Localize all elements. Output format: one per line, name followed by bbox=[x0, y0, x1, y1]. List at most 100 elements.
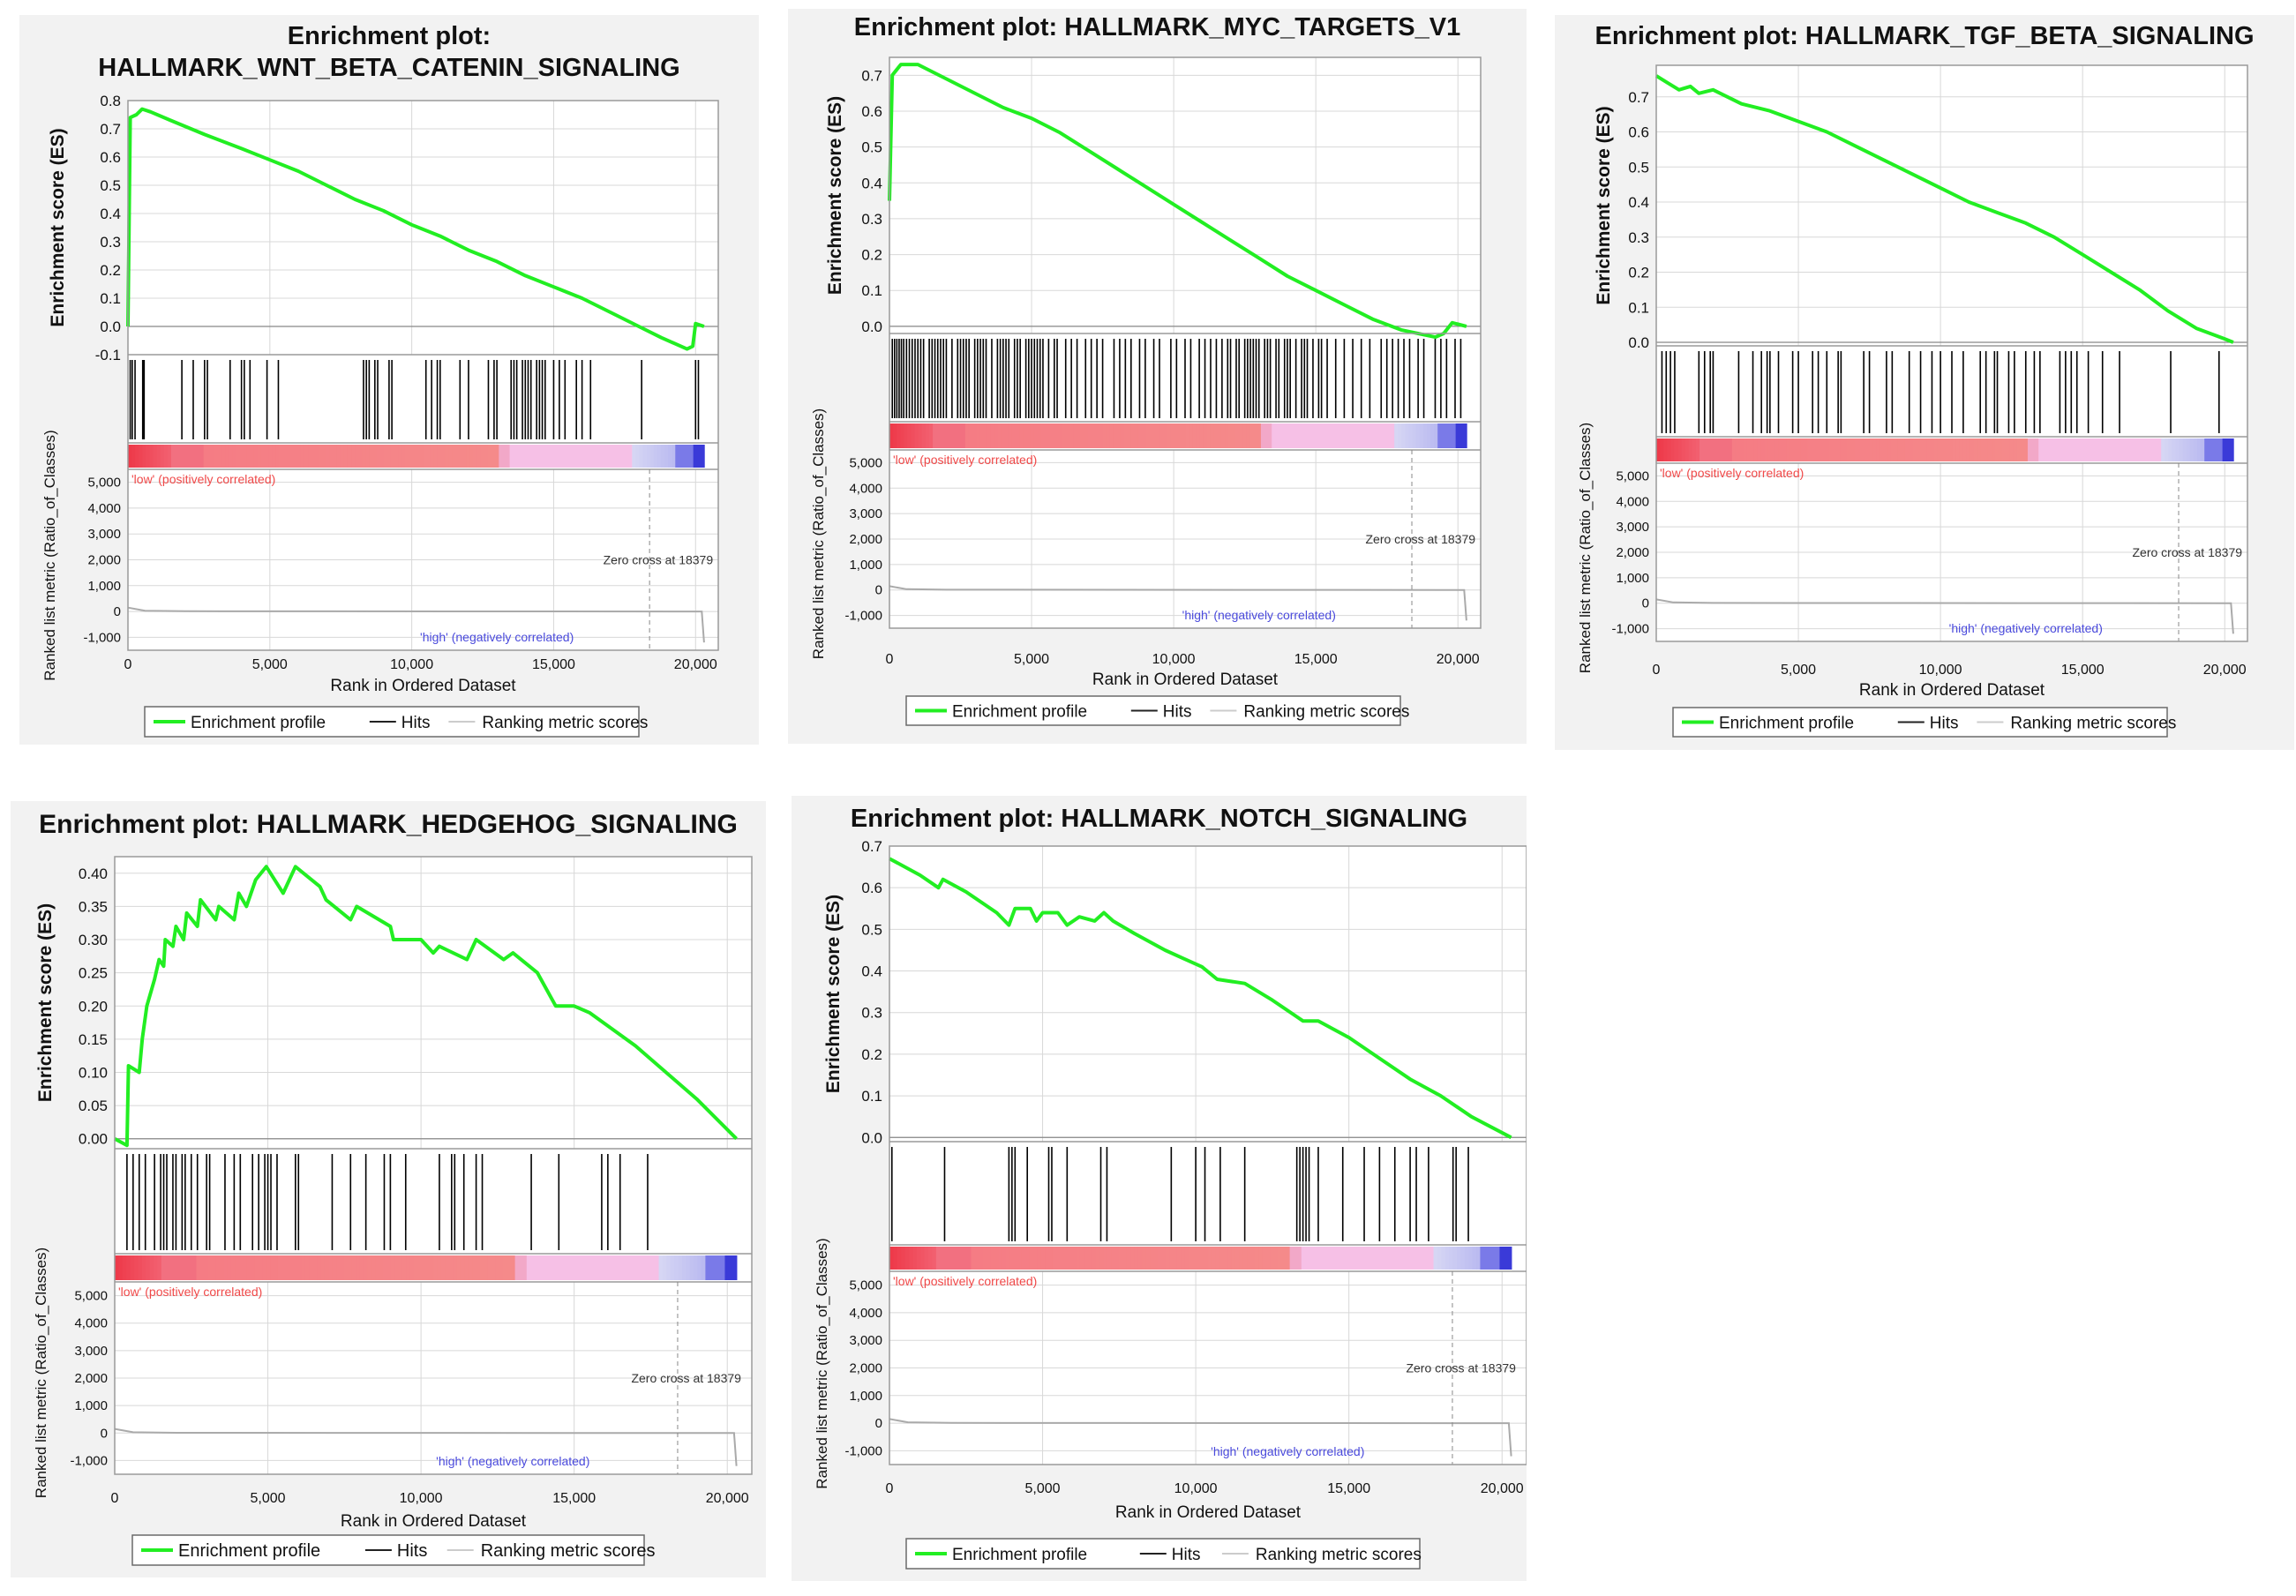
rank-strip-segment bbox=[1092, 1247, 1097, 1270]
rank-strip-segment bbox=[416, 445, 421, 468]
legend-profile-label: Enrichment profile bbox=[191, 714, 326, 732]
rank-strip-segment bbox=[336, 445, 341, 468]
rank-strip-segment bbox=[2114, 438, 2119, 461]
rank-strip-segment bbox=[565, 1255, 571, 1280]
rank-strip-segment bbox=[441, 445, 446, 468]
rank-strip-segment bbox=[236, 445, 241, 468]
metric-ytick-label: -1,000 bbox=[1611, 622, 1649, 637]
rank-strip-segment bbox=[188, 1255, 193, 1280]
rank-strip-segment bbox=[1663, 438, 1669, 461]
rank-strip-segment bbox=[2135, 438, 2141, 461]
legend-metric-label: Ranking metric scores bbox=[482, 714, 648, 732]
metric-ytick-label: -1,000 bbox=[844, 1443, 882, 1458]
rank-strip-segment bbox=[437, 445, 442, 468]
rank-strip-segment bbox=[2013, 438, 2018, 461]
rank-strip-segment bbox=[1670, 438, 1676, 461]
rank-strip-segment bbox=[589, 445, 594, 468]
rank-strip-segment bbox=[394, 1255, 400, 1280]
rank-strip-segment bbox=[315, 445, 320, 468]
rank-strip-segment bbox=[2121, 438, 2127, 461]
rank-strip-segment bbox=[535, 445, 540, 468]
rank-strip-segment bbox=[1383, 1247, 1388, 1270]
rank-strip-segment bbox=[367, 1255, 372, 1280]
rank-strip-segment bbox=[1246, 423, 1251, 448]
rank-strip-segment bbox=[1980, 438, 1985, 461]
rank-strip-segment bbox=[1944, 438, 1949, 461]
chart-title: Enrichment plot: HALLMARK_HEDGEHOG_SIGNA… bbox=[39, 810, 738, 839]
metric-ytick-label: 4,000 bbox=[87, 501, 121, 516]
rank-strip-segment bbox=[1047, 423, 1053, 448]
rank-strip-segment bbox=[277, 1255, 283, 1280]
legend-hits-label: Hits bbox=[397, 1541, 427, 1561]
rank-strip-segment bbox=[558, 1255, 563, 1280]
rank-strip-segment bbox=[1339, 1247, 1346, 1270]
rank-strip-segment bbox=[363, 1255, 369, 1280]
rank-strip-segment bbox=[1699, 438, 1704, 461]
rank-strip-segment bbox=[936, 423, 942, 448]
rank-strip-segment bbox=[270, 1255, 275, 1280]
rank-strip-segment bbox=[390, 1255, 395, 1280]
es-ylabel: Enrichment score (ES) bbox=[1594, 106, 1614, 304]
rank-strip-segment bbox=[1239, 423, 1244, 448]
rank-strip-segment bbox=[462, 445, 468, 468]
metric-ylabel: Ranked list metric (Ratio_of_Classes) bbox=[33, 1248, 49, 1498]
rank-strip-segment bbox=[2031, 438, 2036, 461]
rank-strip-segment bbox=[328, 1255, 334, 1280]
rank-strip-segment bbox=[1322, 423, 1327, 448]
rank-strip-segment bbox=[724, 1255, 730, 1280]
rank-strip-segment bbox=[561, 1255, 566, 1280]
rank-strip-segment bbox=[538, 445, 544, 468]
rank-strip-segment bbox=[912, 1247, 918, 1270]
rank-strip-segment bbox=[979, 423, 985, 448]
rank-strip-segment bbox=[2179, 438, 2184, 461]
rank-strip-segment bbox=[1231, 1247, 1236, 1270]
rank-strip-segment bbox=[1351, 423, 1356, 448]
rank-strip-segment bbox=[2229, 438, 2234, 461]
rank-strip-segment bbox=[398, 445, 402, 468]
rank-strip-segment bbox=[526, 1255, 532, 1280]
rank-strip-segment bbox=[406, 1255, 411, 1280]
xtick-label: 15,000 bbox=[552, 1491, 596, 1506]
rank-strip-segment bbox=[1437, 423, 1443, 448]
chart-svg: Enrichment plot: HALLMARK_WNT_BETA_CATENI… bbox=[41, 22, 719, 738]
rank-strip-segment bbox=[149, 1255, 154, 1280]
rank-strip-segment bbox=[383, 445, 388, 468]
metric-ylabel: Ranked list metric (Ratio_of_Classes) bbox=[1577, 423, 1594, 673]
rank-strip-segment bbox=[1189, 1247, 1194, 1270]
es-ytick-label: 0.7 bbox=[100, 121, 121, 138]
rank-strip-segment bbox=[348, 1255, 353, 1280]
rank-strip-segment bbox=[1793, 438, 1798, 461]
xlabel: Rank in Ordered Dataset bbox=[341, 1512, 527, 1531]
enrichment-profile-line bbox=[888, 63, 1467, 340]
rank-strip-segment bbox=[893, 423, 897, 448]
rank-strip-segment bbox=[207, 1255, 213, 1280]
rank-strip-segment bbox=[289, 445, 295, 468]
rank-strip-segment bbox=[1367, 1247, 1372, 1270]
rank-strip-segment bbox=[1782, 438, 1787, 461]
rank-strip-segment bbox=[732, 1255, 738, 1280]
rank-strip-segment bbox=[2078, 438, 2083, 461]
enrichment-profile-line bbox=[126, 107, 705, 351]
rank-strip-segment bbox=[301, 1255, 306, 1280]
rank-strip-segment bbox=[1383, 423, 1388, 448]
ranking-metric-line bbox=[127, 606, 705, 643]
chart-svg: Enrichment plot: HALLMARK_NOTCH_SIGNALIN… bbox=[814, 805, 1527, 1570]
rank-strip-segment bbox=[167, 445, 172, 468]
rank-strip-segment bbox=[1894, 438, 1899, 461]
rank-strip-segment bbox=[693, 445, 698, 468]
xtick-label: 0 bbox=[886, 1481, 894, 1496]
rank-strip-segment bbox=[1667, 438, 1672, 461]
rank-strip-segment bbox=[409, 445, 414, 468]
rank-strip-segment bbox=[320, 1255, 326, 1280]
metric-ytick-label: 3,000 bbox=[849, 506, 882, 521]
rank-strip-segment bbox=[1213, 423, 1219, 448]
rank-strip-segment bbox=[1006, 1247, 1011, 1270]
rank-strip-segment bbox=[1937, 438, 1942, 461]
rank-strip-segment bbox=[1099, 423, 1103, 448]
xtick-label: 0 bbox=[886, 652, 894, 667]
rank-strip-segment bbox=[1441, 1247, 1446, 1270]
rank-strip-segment bbox=[1152, 423, 1158, 448]
rank-strip-segment bbox=[1933, 438, 1939, 461]
rank-strip-segment bbox=[592, 445, 597, 468]
rank-strip-segment bbox=[1289, 1247, 1294, 1270]
